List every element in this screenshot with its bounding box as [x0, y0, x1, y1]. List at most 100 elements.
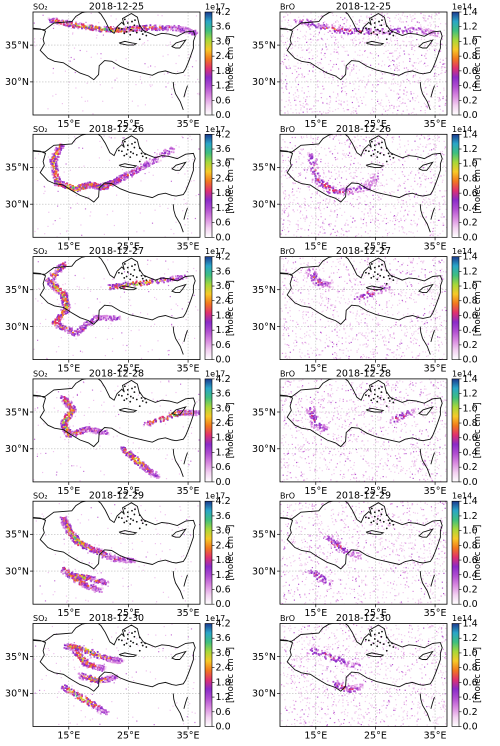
- noise-pixel: [442, 96, 444, 98]
- plume-pixel: [163, 153, 166, 156]
- plume-pixel: [123, 174, 126, 177]
- plume-pixel: [52, 20, 55, 23]
- noise-pixel: [290, 160, 292, 162]
- noise-pixel: [43, 192, 45, 195]
- noise-pixel: [330, 150, 332, 152]
- plume-pixel: [305, 23, 307, 26]
- noise-pixel: [172, 261, 174, 263]
- noise-pixel: [343, 60, 345, 62]
- noise-pixel: [352, 198, 354, 200]
- plume-pixel: [92, 28, 95, 31]
- noise-pixel: [402, 21, 404, 23]
- plume-pixel: [311, 23, 314, 26]
- plume-pixel: [96, 185, 98, 187]
- noise-pixel: [429, 44, 431, 46]
- plume-pixel: [130, 173, 132, 176]
- noise-pixel: [345, 178, 348, 180]
- noise-pixel: [431, 14, 433, 16]
- plume-pixel: [319, 24, 322, 27]
- plume-pixel: [145, 160, 148, 163]
- noise-pixel: [193, 267, 195, 270]
- noise-pixel: [284, 209, 286, 211]
- noise-pixel: [324, 52, 326, 55]
- noise-pixel: [390, 83, 393, 85]
- noise-pixel: [330, 210, 332, 212]
- noise-pixel: [135, 278, 137, 280]
- plume-pixel: [112, 181, 114, 183]
- colorbar-tick-label: 2.4: [216, 173, 231, 184]
- noise-pixel: [303, 15, 305, 17]
- noise-pixel: [319, 226, 321, 228]
- noise-pixel: [362, 138, 364, 140]
- noise-pixel: [181, 135, 183, 138]
- noise-pixel: [365, 204, 368, 206]
- plume-pixel: [53, 289, 55, 292]
- noise-pixel: [396, 65, 398, 67]
- noise-pixel: [332, 35, 334, 37]
- plume-pixel: [328, 26, 331, 29]
- noise-pixel: [406, 91, 408, 93]
- noise-pixel: [365, 180, 367, 182]
- noise-pixel: [374, 211, 377, 213]
- noise-pixel: [344, 186, 346, 188]
- noise-pixel: [312, 217, 314, 219]
- noise-pixel: [371, 44, 373, 46]
- plume-pixel: [76, 24, 79, 27]
- noise-pixel: [414, 154, 416, 156]
- noise-pixel: [283, 198, 286, 200]
- noise-pixel: [96, 298, 98, 300]
- noise-pixel: [81, 351, 84, 353]
- plume-pixel: [153, 25, 155, 27]
- colorbar-tick-label: 1.4: [463, 7, 478, 18]
- noise-pixel: [285, 170, 287, 172]
- noise-pixel: [295, 86, 297, 88]
- plume-pixel: [78, 334, 80, 336]
- noise-pixel: [37, 339, 39, 341]
- coastline-sinai: [419, 81, 431, 111]
- noise-pixel: [327, 109, 329, 111]
- noise-pixel: [383, 23, 385, 25]
- noise-pixel: [362, 223, 364, 225]
- noise-pixel: [313, 169, 316, 171]
- plume-pixel: [155, 157, 157, 160]
- noise-pixel: [341, 91, 343, 93]
- noise-pixel: [444, 66, 446, 69]
- plume-pixel: [85, 26, 87, 29]
- noise-pixel: [114, 79, 116, 81]
- plume-pixel: [62, 328, 65, 330]
- noise-pixel: [390, 61, 392, 63]
- noise-pixel: [305, 209, 308, 212]
- plume-pixel: [76, 334, 79, 337]
- plume-pixel: [106, 29, 108, 31]
- noise-pixel: [369, 174, 371, 176]
- noise-pixel: [402, 21, 404, 23]
- noise-pixel: [328, 103, 330, 105]
- noise-pixel: [372, 194, 374, 196]
- plume-pixel: [53, 17, 55, 20]
- noise-pixel: [302, 102, 304, 105]
- noise-pixel: [381, 140, 383, 142]
- colorbar-unit-label: [molec cm⁻²]: [226, 36, 236, 92]
- plume-pixel: [306, 19, 309, 22]
- noise-pixel: [356, 176, 358, 178]
- plume-pixel: [87, 24, 89, 27]
- plume-pixel: [73, 26, 76, 29]
- noise-pixel: [356, 23, 358, 25]
- noise-pixel: [441, 214, 443, 216]
- noise-pixel: [303, 169, 306, 171]
- noise-pixel: [437, 174, 439, 176]
- plume-pixel: [90, 319, 93, 322]
- noise-pixel: [321, 225, 323, 228]
- noise-pixel: [363, 138, 365, 141]
- noise-pixel: [151, 349, 153, 351]
- noise-pixel: [442, 223, 444, 226]
- plume-pixel: [168, 25, 171, 28]
- noise-pixel: [280, 79, 282, 81]
- noise-pixel: [412, 69, 414, 71]
- noise-pixel: [296, 71, 298, 73]
- noise-pixel: [289, 221, 291, 223]
- plume-pixel: [69, 185, 72, 187]
- plume-pixel: [133, 170, 136, 173]
- noise-pixel: [314, 100, 316, 102]
- island-mark: [123, 154, 126, 157]
